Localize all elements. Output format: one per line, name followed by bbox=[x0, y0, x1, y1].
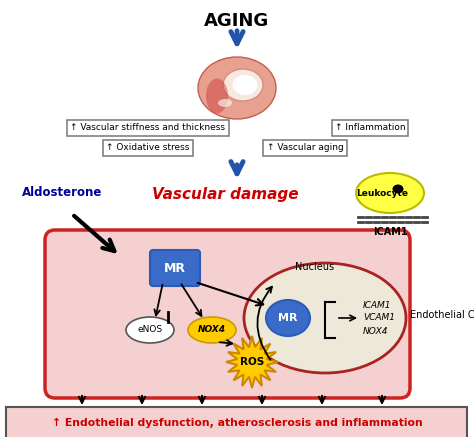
FancyBboxPatch shape bbox=[150, 250, 200, 286]
Text: ↑ Oxidative stress: ↑ Oxidative stress bbox=[106, 143, 190, 153]
FancyBboxPatch shape bbox=[6, 407, 467, 437]
Text: ROS: ROS bbox=[240, 357, 264, 367]
Ellipse shape bbox=[188, 317, 236, 343]
Text: NOX4: NOX4 bbox=[363, 326, 389, 336]
Text: eNOS: eNOS bbox=[137, 326, 163, 334]
Text: ↑ Vascular stiffness and thickness: ↑ Vascular stiffness and thickness bbox=[71, 124, 226, 132]
Ellipse shape bbox=[233, 75, 257, 95]
Text: Aldosterone: Aldosterone bbox=[22, 187, 102, 200]
Text: AGING: AGING bbox=[204, 12, 270, 30]
Text: ICAM1: ICAM1 bbox=[373, 227, 407, 237]
Text: ↑ Vascular aging: ↑ Vascular aging bbox=[266, 143, 343, 153]
Ellipse shape bbox=[206, 79, 228, 114]
Ellipse shape bbox=[244, 263, 406, 373]
Text: Nucleus: Nucleus bbox=[295, 262, 335, 272]
Polygon shape bbox=[226, 336, 278, 388]
Text: Endothelial Cell: Endothelial Cell bbox=[410, 310, 474, 320]
FancyBboxPatch shape bbox=[45, 230, 410, 398]
Text: VCAM1: VCAM1 bbox=[363, 313, 395, 323]
Text: Leukocyte: Leukocyte bbox=[356, 188, 408, 198]
Text: MR: MR bbox=[278, 313, 298, 323]
Text: Vascular damage: Vascular damage bbox=[152, 187, 298, 201]
Ellipse shape bbox=[218, 99, 232, 107]
Ellipse shape bbox=[198, 57, 276, 119]
Text: ↑ Inflammation: ↑ Inflammation bbox=[335, 124, 405, 132]
Ellipse shape bbox=[392, 184, 403, 194]
Text: ↑ Endothelial dysfunction, atherosclerosis and inflammation: ↑ Endothelial dysfunction, atheroscleros… bbox=[52, 418, 422, 428]
Ellipse shape bbox=[223, 69, 263, 101]
Text: NOX4: NOX4 bbox=[198, 326, 226, 334]
Text: ICAM1: ICAM1 bbox=[363, 301, 392, 309]
Ellipse shape bbox=[126, 317, 174, 343]
Ellipse shape bbox=[266, 300, 310, 336]
Ellipse shape bbox=[356, 173, 424, 213]
Text: MR: MR bbox=[164, 261, 186, 274]
